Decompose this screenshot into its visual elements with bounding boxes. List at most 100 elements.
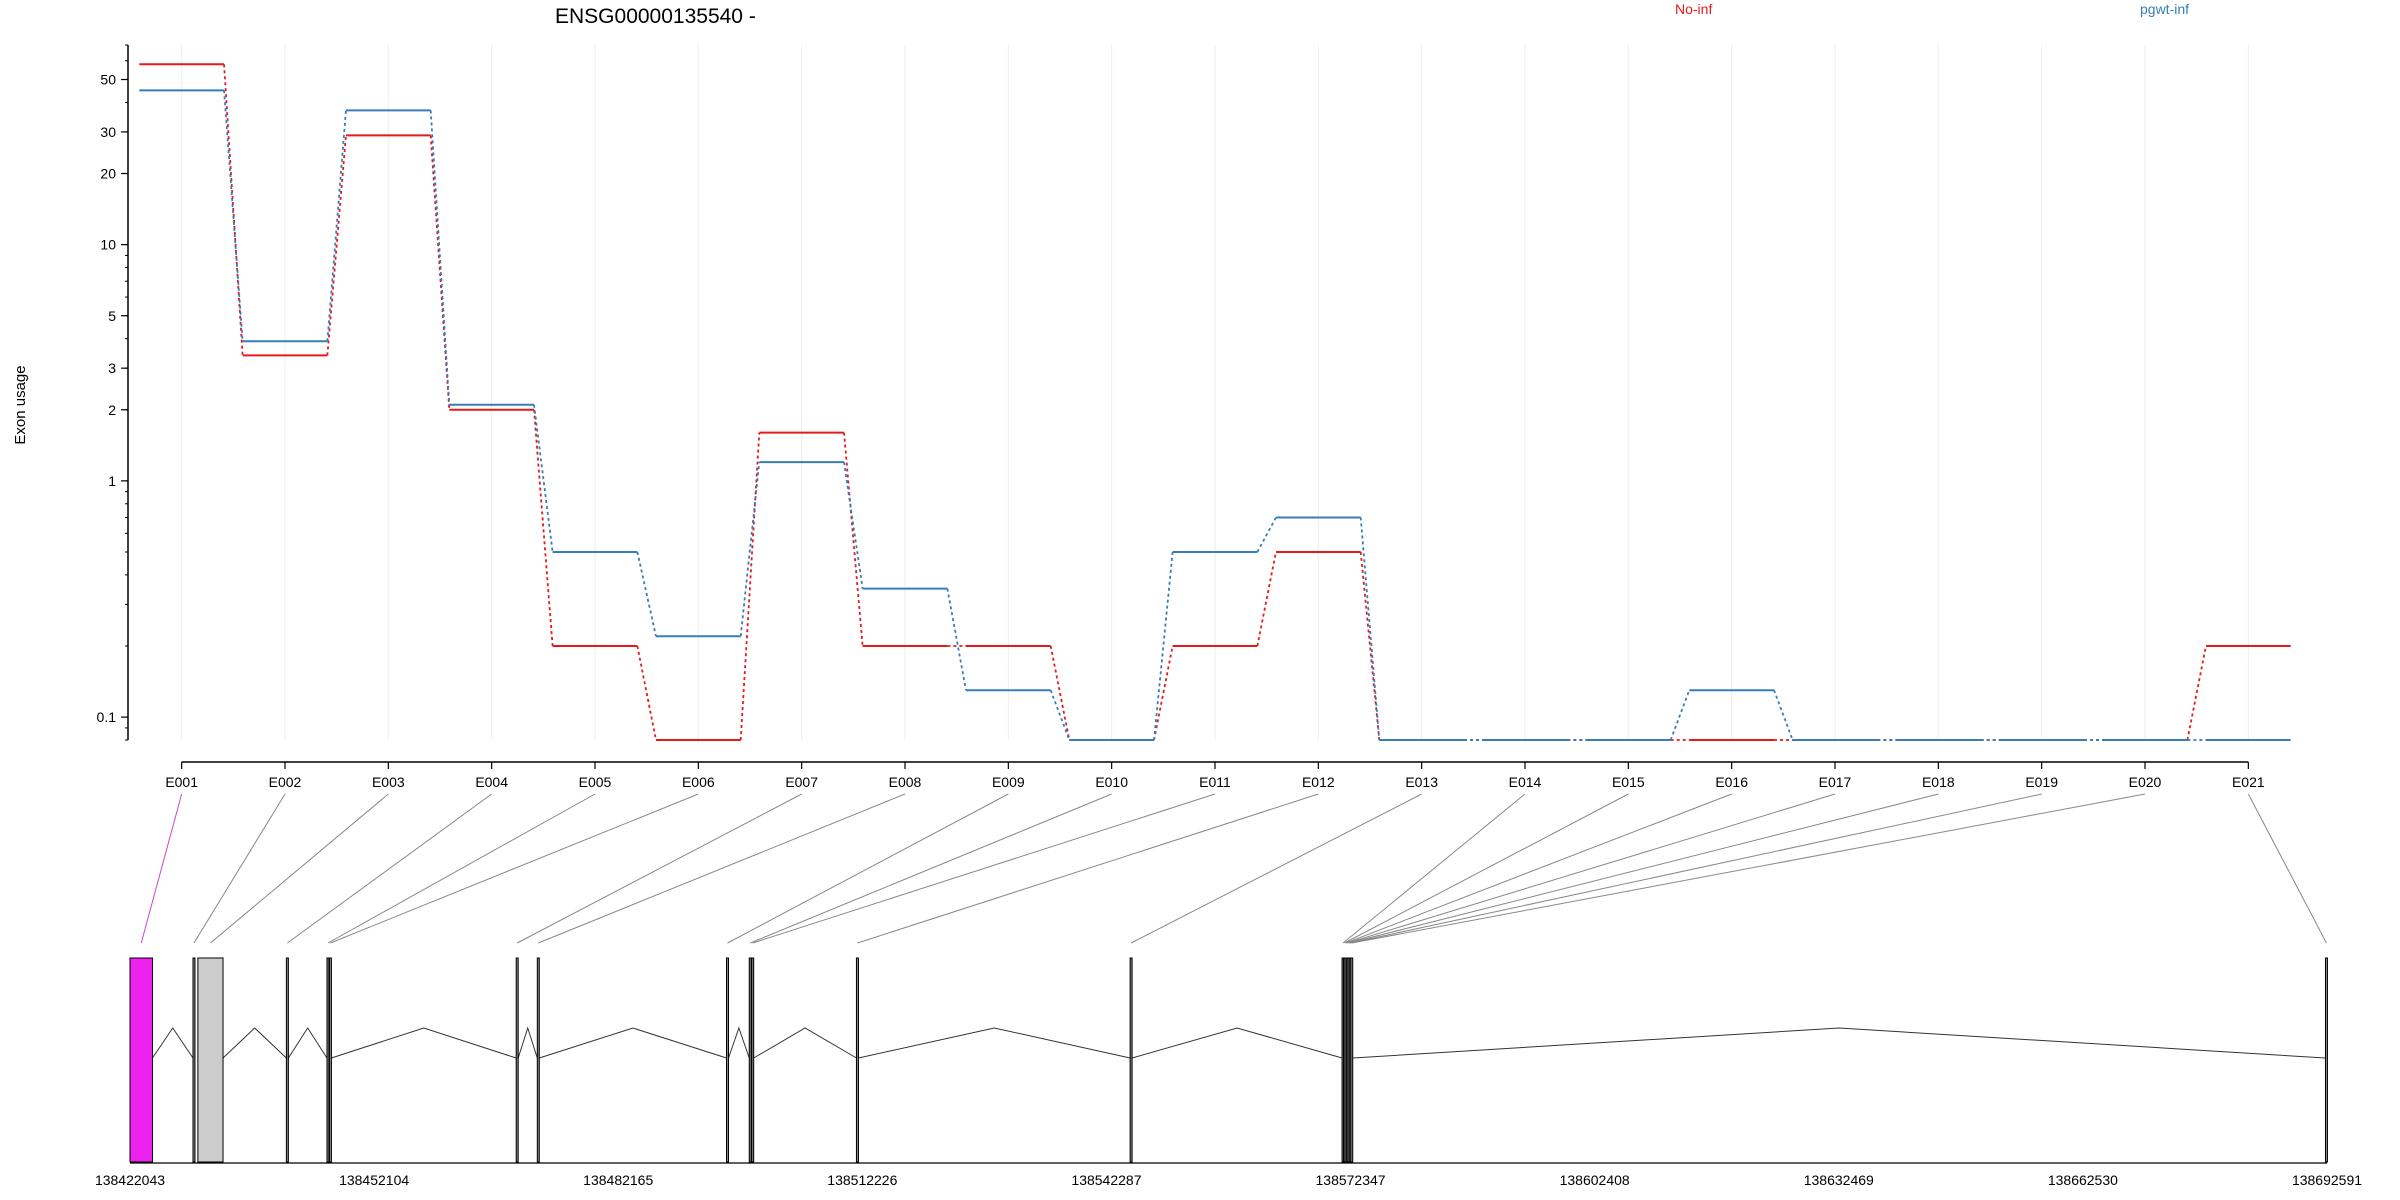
coordinate-tick-label: 138572347 [1316, 1172, 1386, 1188]
exon-connector [1347, 793, 1836, 944]
exon-connector [330, 793, 699, 944]
series-1-transition [1049, 645, 1071, 741]
exon-box [197, 957, 224, 1163]
y-tick-label: 1 [108, 473, 116, 489]
coordinate-tick-label: 138422043 [95, 1172, 165, 1188]
series-2-transition [1256, 517, 1277, 553]
exon-box [536, 957, 540, 1163]
exon-box [192, 957, 196, 1163]
exon-connector [1348, 793, 1939, 944]
exon-connector [210, 793, 389, 944]
series-2-transition [636, 551, 657, 637]
grid-lines [181, 45, 2249, 740]
exon-connector [193, 793, 286, 944]
coordinate-tick-label: 138692591 [2292, 1172, 2362, 1188]
x-tick-label: E008 [889, 774, 922, 790]
exon-connector [516, 793, 802, 944]
exon-connector [750, 793, 1112, 944]
x-tick-label: E001 [165, 774, 198, 790]
exon-box [751, 957, 755, 1163]
coordinate-tick-label: 138662530 [2048, 1172, 2118, 1188]
chart-title: ENSG00000135540 - [555, 5, 756, 28]
x-tick-label: E016 [1715, 774, 1748, 790]
exon-connector [752, 793, 1216, 944]
exon-connector [1350, 793, 2042, 944]
series-2-transition [1049, 689, 1071, 741]
series-2-transition [946, 588, 967, 691]
y-axis-label: Exon usage [12, 365, 29, 444]
intron-line [1352, 1027, 2326, 1059]
exon-box [726, 957, 730, 1163]
series-1-transition [1153, 645, 1174, 741]
exon-box [285, 957, 289, 1163]
x-tick-label: E019 [2025, 774, 2058, 790]
series-2-transition [1669, 689, 1691, 741]
intron-line [753, 1027, 857, 1059]
series-2-transition [1359, 517, 1381, 741]
intron-line [728, 1026, 750, 1059]
x-axis: E001 E002 E003 E004 E005 E006 E007 E008 E009 E010… [165, 761, 2265, 790]
y-tick-label: 5 [108, 308, 116, 324]
y-tick-label: 0.1 [97, 709, 117, 725]
exon-box [855, 957, 859, 1163]
exon-connector [1342, 793, 1526, 944]
exon-connector [727, 793, 1009, 944]
x-tick-label: E020 [2129, 774, 2162, 790]
coordinate-tick-label: 138542287 [1071, 1172, 1141, 1188]
series-2-transition [739, 462, 761, 637]
series-1-transition [2186, 645, 2207, 741]
y-tick-label: 50 [100, 72, 116, 88]
exon-connector [287, 793, 492, 944]
intron-line [1131, 1027, 1343, 1059]
series-2-transition [326, 110, 347, 342]
series-1-transition [326, 135, 347, 356]
exon-box [2324, 957, 2328, 1163]
x-tick-label: E018 [1922, 774, 1955, 790]
series-1-transition [636, 645, 657, 741]
series-2-transition [1773, 689, 1794, 741]
series-1-transition [843, 432, 864, 647]
series-2-transition [429, 110, 451, 405]
series-lines [139, 63, 2291, 741]
legend-label-pgwt-inf: pgwt-inf [2140, 1, 2189, 17]
x-tick-label: E013 [1405, 774, 1438, 790]
exon-box [748, 957, 752, 1163]
legend-label-no-inf: No-inf [1675, 1, 1712, 17]
exon-box [328, 957, 332, 1163]
x-tick-label: E010 [1095, 774, 1128, 790]
series-1-transition [1256, 551, 1277, 647]
intron-line [331, 1027, 517, 1059]
coordinate-tick-label: 138482165 [583, 1172, 653, 1188]
intron-line [858, 1027, 1131, 1059]
gene-model [129, 957, 2328, 1163]
y-tick-label: 10 [100, 237, 116, 253]
series-2-transition [1153, 551, 1174, 741]
series-1-transition [1359, 551, 1381, 741]
x-tick-label: E014 [1509, 774, 1542, 790]
series-1-transition [533, 409, 554, 647]
series-2-transition [843, 462, 864, 589]
exon-connector [2247, 793, 2327, 944]
exon-connector [1130, 793, 1422, 944]
x-tick-label: E009 [992, 774, 1025, 790]
intron-line [517, 1026, 538, 1059]
exon-connector [538, 793, 906, 944]
exon-connector [140, 793, 183, 944]
x-tick-label: E017 [1819, 774, 1852, 790]
x-tick-label: E021 [2232, 774, 2265, 790]
exon-box [1129, 957, 1133, 1163]
series-1-transition [739, 432, 761, 741]
x-tick-label: E006 [682, 774, 715, 790]
exon-box [1350, 957, 1354, 1163]
coordinate-tick-label: 138602408 [1560, 1172, 1630, 1188]
y-tick-label: 3 [108, 360, 116, 376]
x-tick-label: E007 [785, 774, 818, 790]
exon-connector [1351, 793, 2146, 944]
genomic-coordinate-axis: 138422043 138452104 138482165 138512226 1385… [95, 1162, 2362, 1188]
x-tick-label: E015 [1612, 774, 1645, 790]
intron-line [287, 1027, 328, 1059]
intron-line [222, 1027, 287, 1059]
exon-box [515, 957, 519, 1163]
x-tick-label: E003 [372, 774, 405, 790]
exon-box [129, 957, 153, 1163]
